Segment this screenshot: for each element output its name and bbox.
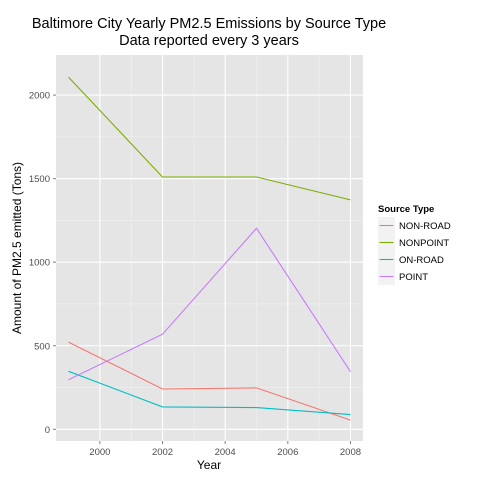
legend-label-nonpoint: NONPOINT <box>399 238 449 249</box>
x-axis: 2000 2002 2004 2006 2008 <box>89 441 361 458</box>
series-line-nonpoint <box>68 76 351 201</box>
y-axis-title: Amount of PM2.5 emitted (Tons) <box>10 162 24 334</box>
legend-title: Source Type <box>378 204 434 215</box>
y-tick-label: 1000 <box>29 258 50 269</box>
grid-minor <box>56 55 363 441</box>
legend-label-point: POINT <box>399 272 428 283</box>
plot-panel <box>56 55 363 441</box>
y-tick-label: 500 <box>34 341 50 352</box>
series-lines <box>68 76 351 421</box>
chart-title: Baltimore City Yearly PM2.5 Emissions by… <box>32 16 386 32</box>
x-axis-title: Year <box>197 458 221 472</box>
chart-subtitle: Data reported every 3 years <box>119 33 299 49</box>
x-tick-label: 2006 <box>277 447 298 458</box>
x-tick-label: 2008 <box>340 447 361 458</box>
y-tick-label: 2000 <box>29 91 50 102</box>
grid-major <box>56 55 363 441</box>
series-line-point <box>68 227 351 381</box>
x-tick-label: 2002 <box>152 447 173 458</box>
x-tick-label: 2000 <box>89 447 110 458</box>
x-tick-label: 2004 <box>215 447 236 458</box>
y-tick-label: 1500 <box>29 174 50 185</box>
series-line-non-road <box>68 341 351 421</box>
series-line-on-road <box>68 370 351 416</box>
legend: Source Type NON-ROAD NONPOINT ON-ROAD POINT <box>378 204 451 285</box>
legend-label-on-road: ON-ROAD <box>399 255 444 266</box>
legend-label-non-road: NON-ROAD <box>399 221 451 232</box>
y-axis: 0 500 1000 1500 2000 <box>29 91 56 436</box>
y-tick-label: 0 <box>45 425 50 436</box>
